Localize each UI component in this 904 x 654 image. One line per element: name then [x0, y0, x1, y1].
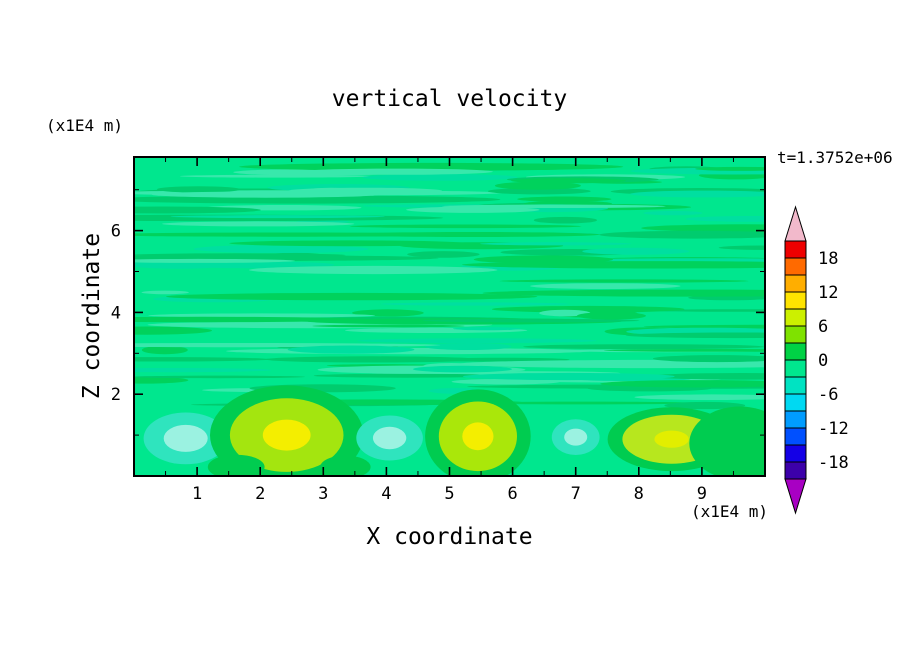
plot-title: vertical velocity — [331, 86, 568, 112]
svg-text:2: 2 — [111, 385, 121, 405]
svg-text:12: 12 — [818, 283, 838, 303]
x-axis-units: (x1E4 m) — [691, 502, 769, 521]
svg-text:6: 6 — [507, 484, 517, 504]
y-axis-label: Z coordinate — [79, 232, 105, 400]
x-axis-label: X coordinate — [366, 524, 533, 550]
svg-text:-12: -12 — [818, 419, 849, 439]
svg-text:2: 2 — [255, 484, 265, 504]
svg-text:6: 6 — [818, 317, 828, 337]
svg-text:3: 3 — [318, 484, 328, 504]
svg-text:9: 9 — [697, 484, 707, 504]
svg-text:18: 18 — [818, 249, 838, 269]
svg-text:-18: -18 — [818, 453, 849, 473]
svg-text:0: 0 — [818, 351, 828, 371]
colorbar: 18 12 6 0 -6 -12 -18 — [784, 205, 849, 515]
axes-frame: 1 2 3 4 5 6 7 8 9 2 4 6 — [111, 156, 766, 504]
svg-text:7: 7 — [571, 484, 581, 504]
y-axis-units: (x1E4 m) — [46, 116, 124, 135]
contour-field — [134, 157, 765, 476]
svg-text:8: 8 — [634, 484, 644, 504]
svg-text:6: 6 — [111, 222, 121, 242]
svg-text:4: 4 — [111, 303, 121, 323]
svg-text:5: 5 — [444, 484, 454, 504]
time-annotation: t=1.3752e+06 — [777, 148, 893, 167]
svg-text:-6: -6 — [818, 385, 838, 405]
svg-text:1: 1 — [192, 484, 202, 504]
svg-text:4: 4 — [381, 484, 391, 504]
